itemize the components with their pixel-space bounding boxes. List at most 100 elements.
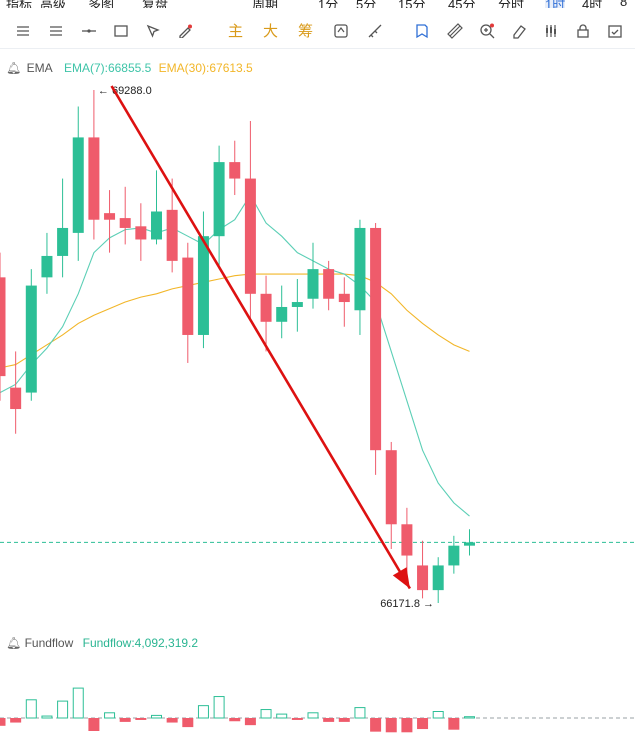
fundflow-bar-13 (197, 705, 209, 719)
top-menu-item-13[interactable]: 8 (620, 0, 628, 8)
candle-body-11 (166, 209, 178, 261)
candle-body-19 (291, 302, 303, 307)
fundflow-bar-19 (291, 718, 303, 720)
top-menu-item-10[interactable]: 分时 (498, 0, 525, 8)
fundflow-bar-28 (432, 711, 444, 719)
fundflow-bar-25 (385, 718, 397, 733)
fundflow-bar-27 (417, 718, 429, 730)
bell-icon[interactable]: 🔔︎ (6, 61, 22, 75)
candle-body-27 (417, 565, 429, 591)
fundflow-bar-4 (57, 700, 69, 719)
top-menu-item-8[interactable]: 15分 (398, 0, 426, 8)
ema-legend: 🔔︎ EMA EMA(7):66855.5 EMA(30):67613.5 (6, 61, 253, 75)
tag-icon[interactable] (442, 18, 468, 44)
candle-body-10 (151, 211, 162, 240)
top-menu-item-2[interactable]: 多图 (88, 0, 115, 8)
candle-body-8 (119, 218, 131, 228)
ema7-value: EMA(7):66855.5 (63, 61, 152, 75)
candles-icon[interactable] (538, 18, 564, 44)
calendar-check-icon[interactable] (602, 18, 628, 44)
bookmark-icon[interactable] (410, 18, 436, 44)
high-price-label: ← 69288.0 (98, 85, 152, 97)
fundflow-bar-17 (260, 709, 272, 719)
candle-body-16 (244, 178, 256, 294)
fundflow-bar-2 (25, 699, 37, 719)
indicator-name: EMA (26, 61, 53, 75)
top-menu-item-5[interactable]: 周期 (252, 0, 279, 8)
top-menu-item-11[interactable]: 1时 (545, 0, 566, 8)
fundflow-bar-3 (41, 715, 53, 719)
fundflow-bar-29 (448, 718, 460, 730)
fundflow-bar-24 (370, 718, 382, 732)
fundflow-bar-16 (244, 718, 256, 726)
fundflow-bar-21 (323, 718, 335, 722)
top-menu-item-12[interactable]: 4时 (582, 0, 603, 8)
top-menu-item-1[interactable]: 高级 (40, 0, 67, 8)
fundflow-bar-7 (104, 712, 116, 719)
fundflow-bar-18 (276, 713, 288, 719)
ema30-value: EMA(30):67613.5 (158, 61, 253, 75)
horizontal-segment-icon[interactable] (76, 18, 102, 44)
zoom-alert-icon[interactable] (474, 18, 500, 44)
fundflow-legend: 🔔︎ Fundflow Fundflow:4,092,319.2 (6, 636, 198, 650)
top-menu-bar: 指标 高级 多图 复盘 周期 1分 5分 15分 45分 分时 1时 4时 8 (0, 0, 635, 8)
candle-body-6 (88, 137, 100, 220)
top-menu-item-3[interactable]: 复盘 (142, 0, 169, 8)
fundflow-bell-icon[interactable]: 🔔︎ (6, 636, 22, 650)
candle-body-1 (10, 387, 22, 410)
candle-body-0 (0, 277, 6, 377)
fundflow-value: Fundflow:4,092,319.2 (82, 636, 199, 650)
candle-body-15 (229, 162, 241, 179)
fundflow-bar-6 (88, 718, 100, 731)
ema7-line (0, 193, 470, 517)
trend-arrow-line (110, 85, 412, 590)
drawing-toolbar: 主 大 筹 (0, 14, 635, 49)
candle-body-13 (197, 236, 209, 335)
fundflow-bar-22 (338, 718, 350, 722)
fundflow-bar-14 (213, 696, 225, 719)
candle-body-14 (213, 162, 225, 237)
cursor-arrow-icon[interactable] (140, 18, 166, 44)
fundflow-bar-15 (229, 718, 241, 722)
rectangle-icon[interactable] (108, 18, 134, 44)
fundflow-bar-20 (307, 712, 319, 719)
candle-body-9 (135, 226, 147, 240)
top-menu-item-0[interactable]: 指标 (6, 0, 33, 8)
candle-body-24 (370, 227, 382, 451)
menu-icon[interactable] (43, 18, 69, 44)
fundflow-bar-10 (151, 714, 162, 719)
candle-body-4 (57, 227, 69, 256)
fundflow-bar-9 (135, 718, 147, 720)
fundflow-bar-26 (401, 718, 413, 733)
candle-body-2 (25, 285, 37, 393)
brush-icon[interactable] (172, 18, 198, 44)
main-force-label[interactable]: 主 (228, 22, 244, 40)
top-menu-item-9[interactable]: 45分 (448, 0, 476, 8)
lock-icon[interactable] (570, 18, 596, 44)
fundflow-bar-0 (0, 718, 6, 726)
low-price-label: 66171.8 → (380, 598, 434, 610)
fundflow-bar-23 (354, 707, 366, 719)
fundflow-bar-1 (10, 718, 22, 723)
candle-body-26 (401, 524, 413, 556)
horizontal-lines-icon[interactable] (10, 18, 36, 44)
ema30-line (0, 273, 470, 369)
fundflow-name: Fundflow (24, 636, 74, 650)
big-order-label[interactable]: 大 (263, 22, 279, 40)
candle-body-22 (338, 293, 350, 303)
candle-body-18 (276, 306, 288, 322)
candle-body-25 (385, 450, 397, 525)
ruler-slash-icon[interactable] (362, 18, 388, 44)
refresh-icon[interactable] (328, 18, 354, 44)
candle-body-5 (72, 137, 84, 233)
candle-body-28 (432, 565, 444, 591)
top-menu-item-7[interactable]: 5分 (356, 0, 377, 8)
candle-body-17 (260, 293, 272, 322)
candle-body-29 (448, 545, 460, 566)
chip-label[interactable]: 筹 (298, 22, 314, 40)
fundflow-bar-11 (166, 718, 178, 723)
top-menu-item-6[interactable]: 1分 (318, 0, 339, 8)
trend-arrow-head (392, 567, 410, 589)
eraser-icon[interactable] (506, 18, 532, 44)
